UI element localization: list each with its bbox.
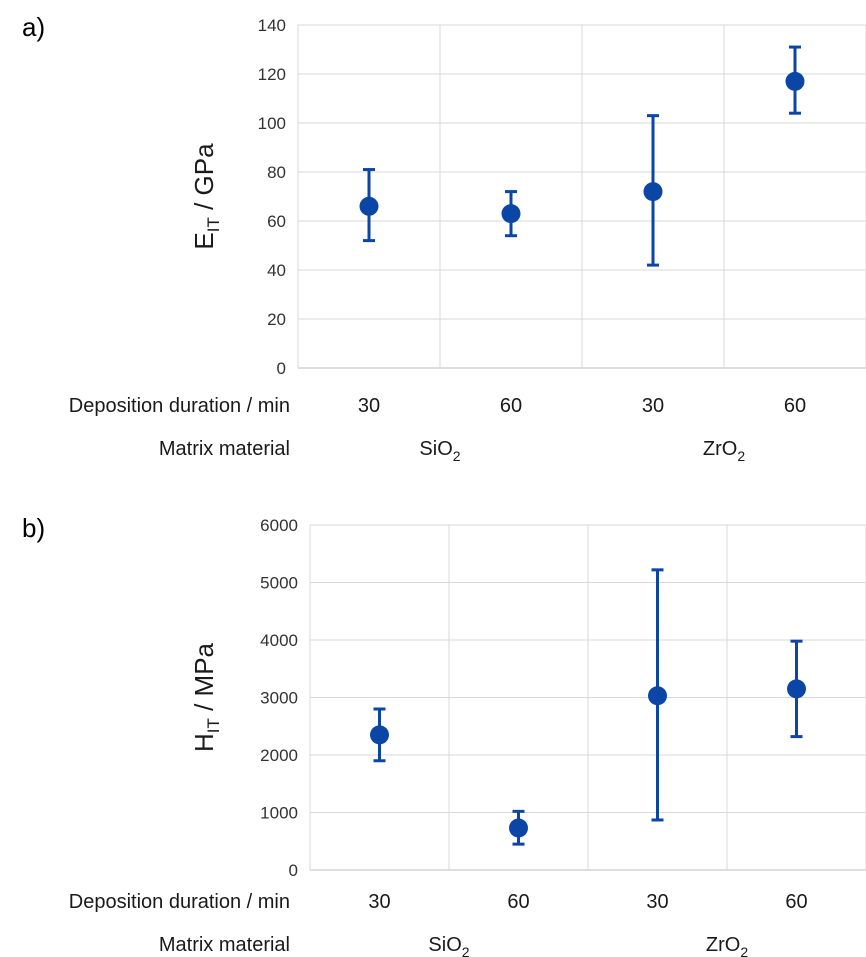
data-point (370, 725, 389, 745)
panel-label: b) (22, 513, 45, 543)
group-label-main: SiO (428, 934, 461, 956)
data-point (643, 182, 663, 202)
y-axis-label-main: H (189, 733, 219, 752)
data-point (509, 818, 528, 838)
x-tick-label: 60 (500, 395, 522, 417)
y-axis-label-sub: IT (204, 217, 223, 232)
data-point (787, 679, 806, 699)
data-point (648, 686, 667, 706)
group-label-main: ZrO (706, 934, 740, 956)
y-tick-label: 3000 (260, 689, 298, 708)
y-tick-label: 6000 (260, 516, 298, 535)
y-tick-label: 5000 (260, 574, 298, 593)
y-tick-label: 4000 (260, 631, 298, 650)
y-tick-label: 0 (289, 861, 298, 880)
x-tick-label: 60 (784, 395, 806, 417)
y-axis-label: EIT / GPa (189, 143, 223, 250)
x-tick-label: 60 (785, 891, 807, 913)
group-label: ZrO2 (706, 934, 748, 957)
y-tick-label: 2000 (260, 746, 298, 765)
data-point (359, 196, 379, 216)
y-axis-label-unit: / GPa (189, 143, 219, 217)
panel-label: a) (22, 12, 45, 42)
y-tick-label: 80 (267, 163, 286, 182)
group-label-main: SiO (419, 438, 452, 460)
y-tick-label: 60 (267, 212, 286, 231)
x-axis-label-duration: Deposition duration / min (69, 395, 290, 417)
x-tick-label: 30 (646, 891, 668, 913)
y-axis-label-main: E (189, 232, 219, 249)
group-label-main: ZrO (703, 438, 737, 460)
y-tick-label: 1000 (260, 804, 298, 823)
y-tick-label: 0 (277, 359, 286, 378)
y-tick-label: 40 (267, 261, 286, 280)
y-tick-label: 20 (267, 310, 286, 329)
x-axis-label-matrix: Matrix material (159, 934, 290, 956)
x-axis-label-duration: Deposition duration / min (69, 891, 290, 913)
x-tick-label: 60 (507, 891, 529, 913)
group-label: SiO2 (428, 934, 469, 957)
x-axis-label-matrix: Matrix material (159, 438, 290, 460)
y-tick-label: 100 (258, 114, 286, 133)
x-tick-label: 30 (368, 891, 390, 913)
y-tick-label: 120 (258, 65, 286, 84)
group-label-sub: 2 (462, 944, 470, 957)
data-point (785, 71, 805, 91)
y-axis-label-unit: / MPa (189, 642, 219, 718)
group-label: ZrO2 (703, 438, 745, 464)
x-tick-label: 30 (642, 395, 664, 417)
x-tick-label: 30 (358, 395, 380, 417)
group-label-sub: 2 (740, 944, 748, 957)
group-label: SiO2 (419, 438, 460, 464)
data-point (501, 204, 521, 224)
y-axis-label-sub: IT (204, 718, 223, 733)
y-axis-label: HIT / MPa (189, 642, 223, 752)
group-label-sub: 2 (453, 448, 461, 464)
y-tick-label: 140 (258, 16, 286, 35)
group-label-sub: 2 (737, 448, 745, 464)
